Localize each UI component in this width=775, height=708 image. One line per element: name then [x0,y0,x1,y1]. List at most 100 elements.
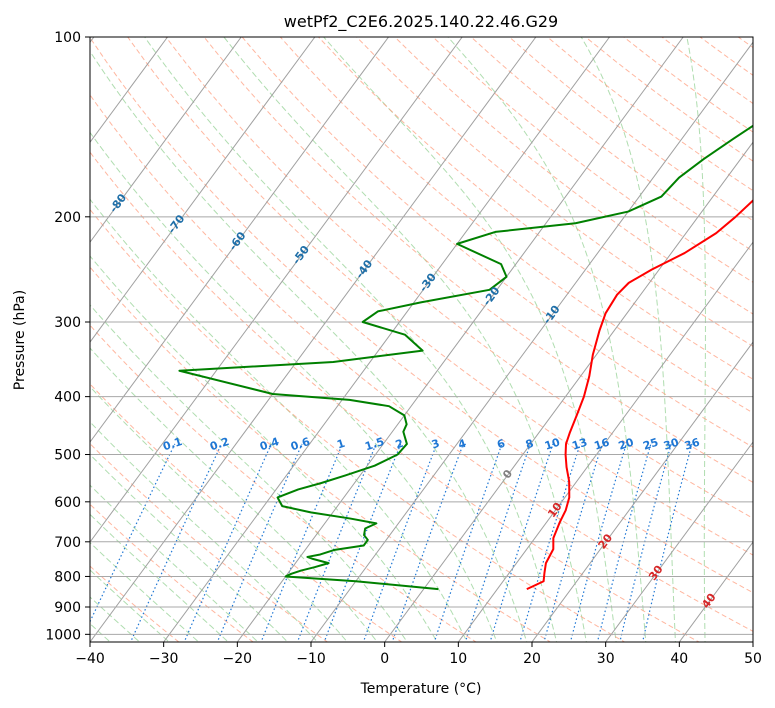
mixing-ratio-label: 25 [641,436,660,453]
mixing-ratio-label: 1 [335,437,346,452]
isotherm-label: -10 [540,303,562,327]
isotherm-label: -70 [165,212,187,236]
isotherm-label: -100 [12,114,39,144]
dry-adiabat [90,37,753,594]
x-tick-label: −10 [296,651,326,667]
plot-frame [89,36,754,643]
mixing-ratio-label: 16 [593,436,612,453]
x-tick-label: 30 [597,651,615,667]
moist-adiabat [580,37,676,642]
isotherm-line [605,441,753,642]
moist-adiabat [90,513,229,642]
mixing-ratio-line [362,443,438,642]
dry-adiabat [90,151,700,642]
y-tick-label: 1000 [45,627,81,643]
warm-isotherm-label: 40 [699,591,719,611]
dry-adiabat [241,37,753,448]
mixing-ratio-label: 4 [457,437,469,452]
mixing-ratio-line [260,443,344,642]
mixing-ratio-line [129,443,223,642]
isotherm-line [90,37,168,144]
moist-adiabat [90,131,498,642]
dewpoint-trace [178,124,753,591]
y-axis: 100 200 300 400 500 600 700 800 900 1000 [45,30,90,643]
isotherm-label: -60 [226,229,248,253]
dry-adiabat [699,37,753,76]
mixing-ratio-label: 0.6 [289,435,312,453]
mixing-ratio-line [183,443,272,642]
mixing-ratio-label: 0.2 [208,435,231,453]
mixing-ratio-lines [90,443,693,642]
moist-adiabat [90,255,438,642]
moist-adiabats [90,37,706,642]
dry-adiabat [90,565,180,642]
dry-adiabat [318,37,753,380]
mixing-ratio-label: 20 [617,436,636,453]
x-tick-label: 0 [380,651,389,667]
warm-isotherm-label: 20 [596,531,616,551]
isotherm-label: -20 [480,284,502,308]
moist-adiabat [90,453,289,642]
isotherm-lines [90,37,753,642]
y-tick-label: 300 [54,315,81,331]
dry-adiabat [90,503,254,642]
mixing-ratio-label: 13 [570,436,589,453]
isotherm-line [384,141,753,642]
dry-adiabats [90,37,753,642]
dry-adiabat [279,37,753,414]
moist-adiabat [90,484,259,642]
sounding-traces [178,124,753,591]
mixing-ratio-label: 8 [524,437,535,452]
temperature-trace [526,199,753,591]
x-tick-label: 50 [744,651,762,667]
moist-adiabat [144,37,558,642]
dry-adiabat [90,442,329,642]
x-tick-label: −20 [223,651,253,667]
mixing-ratio-label: 30 [662,436,681,453]
isotherm-line [531,341,753,642]
dry-adiabat [127,37,753,556]
isotherm-label: -80 [107,191,129,215]
isotherm-line [90,37,463,543]
x-tick-label: 10 [449,651,467,667]
moist-adiabat [90,421,319,642]
moist-adiabat [90,304,408,642]
mixing-ratio-line [569,443,627,642]
pressure-gridlines [90,37,753,635]
y-tick-label: 100 [54,30,81,46]
dry-adiabat [547,37,753,192]
mixing-ratio-line [596,443,652,642]
isotherm-line [457,241,753,642]
mixing-ratio-line [489,443,554,642]
moist-adiabat [90,50,528,642]
isotherm-line [678,541,753,642]
x-tick-label: −30 [149,651,179,667]
y-axis-label: Pressure (hPa) [12,290,28,390]
dry-adiabat [737,37,753,49]
moist-adiabat [90,541,200,642]
isotherm-label: -40 [353,257,375,281]
mixing-ratio-label: 3 [430,437,441,452]
warm-isotherm-label: 30 [646,563,666,583]
dry-adiabat [90,208,626,642]
isotherm-line [236,37,684,642]
moist-adiabat [90,198,468,642]
mixing-ratio-label: 1.5 [363,435,386,453]
moist-adiabat [90,347,378,642]
y-tick-label: 700 [54,535,81,551]
mixing-ratio-line [90,443,176,624]
x-axis-label: Temperature (°C) [360,681,482,697]
isotherm-line [90,37,537,642]
warm-isotherm-label: 0 [500,467,515,481]
isotherm-line [163,37,610,642]
moist-adiabat [323,37,617,642]
y-tick-label: 400 [54,390,81,406]
isotherm-label: -30 [417,270,439,294]
isotherm-line [90,37,242,244]
mixing-ratio-label: 6 [495,437,507,452]
x-tick-label: −40 [75,651,105,667]
mixing-ratio-label: 0.4 [258,435,281,453]
mixing-ratio-line [619,443,672,642]
x-tick-label: 20 [523,651,541,667]
mixing-ratio-label: 36 [683,436,702,453]
